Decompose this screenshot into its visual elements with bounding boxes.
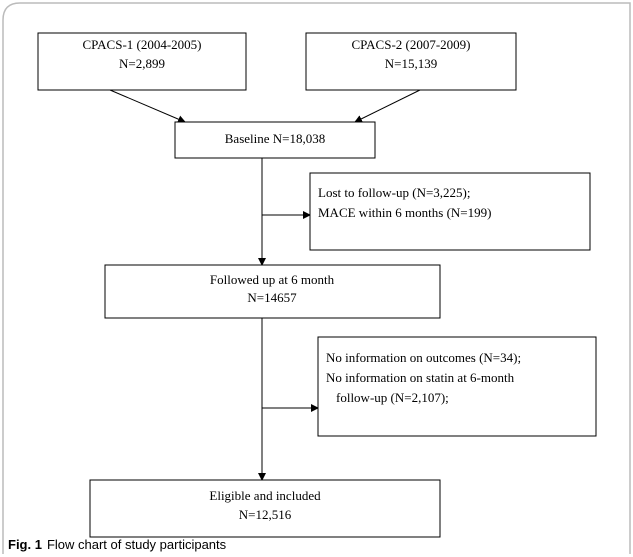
box (309, 172, 591, 251)
node-text: Followed up at 6 month (210, 272, 335, 287)
node-text: N=2,899 (119, 56, 165, 71)
node-text: No information on statin at 6-month (326, 370, 515, 385)
node-text: MACE within 6 months (N=199) (318, 205, 491, 220)
node-text: CPACS-1 (2004-2005) (82, 37, 201, 52)
box (89, 479, 441, 538)
node-text: N=12,516 (239, 507, 292, 522)
caption: Fig. 1 Flow chart of study participants (8, 537, 227, 552)
box (305, 32, 517, 91)
node-text: Baseline N=18,038 (225, 131, 325, 146)
box (317, 336, 597, 437)
caption-text: Flow chart of study participants (47, 537, 227, 552)
node-text: No information on outcomes (N=34); (326, 350, 521, 365)
box (37, 32, 247, 91)
caption-label: Fig. 1 (8, 537, 42, 552)
node-text: Eligible and included (209, 488, 321, 503)
arrow (109, 89, 186, 123)
node-text: N=15,139 (385, 56, 437, 71)
arrow (354, 89, 421, 123)
box (174, 121, 376, 159)
node-text: Lost to follow-up (N=3,225); (318, 185, 470, 200)
node-text: follow-up (N=2,107); (336, 390, 449, 405)
box (104, 264, 441, 319)
node-text: N=14657 (247, 290, 297, 305)
node-text: CPACS-2 (2007-2009) (351, 37, 470, 52)
